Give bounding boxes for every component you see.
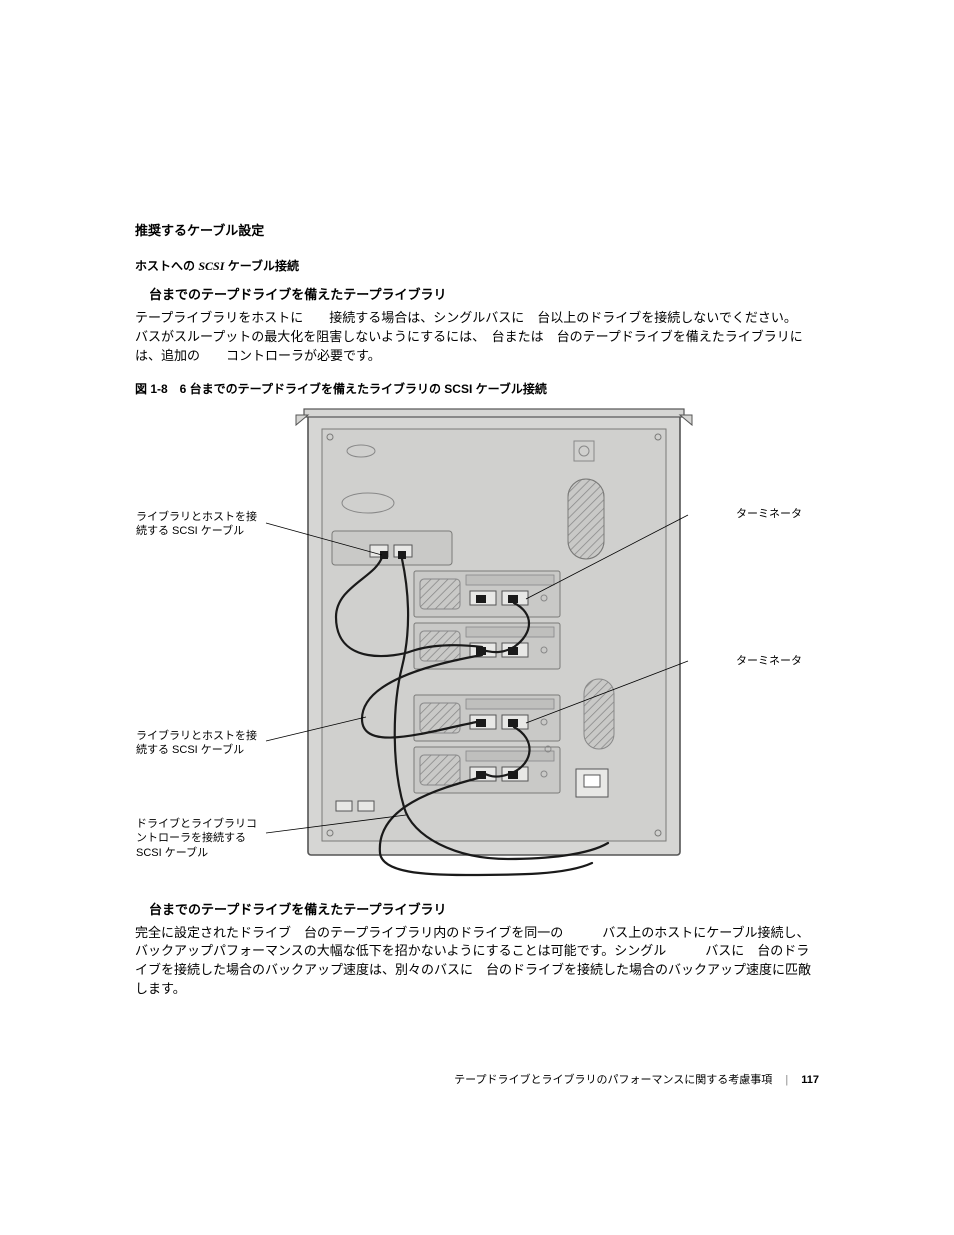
paragraph-1: テープライブラリをホストに 接続する場合は、シングルバスに 台以上のドライブを接… [135,309,819,366]
heading-b: 台までのテープドライブを備えたテープライブラリ [135,899,819,918]
heading-a: 台までのテープドライブを備えたテープライブラリ [135,284,819,303]
cabling-diagram-svg [136,407,818,885]
subsection-scsi: SCSI [198,259,224,273]
subsection-heading: ホストへの SCSI ケーブル接続 [135,257,819,274]
page-footer: テープドライブとライブラリのパフォーマンスに関する考慮事項 | 117 [0,1071,954,1087]
page-number: 117 [801,1074,819,1086]
subsection-suffix: ケーブル接続 [224,259,299,273]
footer-separator: | [785,1074,788,1086]
section-heading: 推奨するケーブル設定 [135,220,819,239]
figure-diagram: ライブラリとホストを接続する SCSI ケーブル ライブラリとホストを接続する … [136,407,818,885]
footer-text: テープドライブとライブラリのパフォーマンスに関する考慮事項 [454,1074,772,1086]
paragraph-2: 完全に設定されたドライブ 台のテープライブラリ内のドライブを同一の バス上のホス… [135,924,819,999]
figure-caption: 図 1-8 6 台までのテープドライブを備えたライブラリの SCSI ケーブル接… [135,380,819,397]
subsection-prefix: ホストへの [135,259,198,273]
